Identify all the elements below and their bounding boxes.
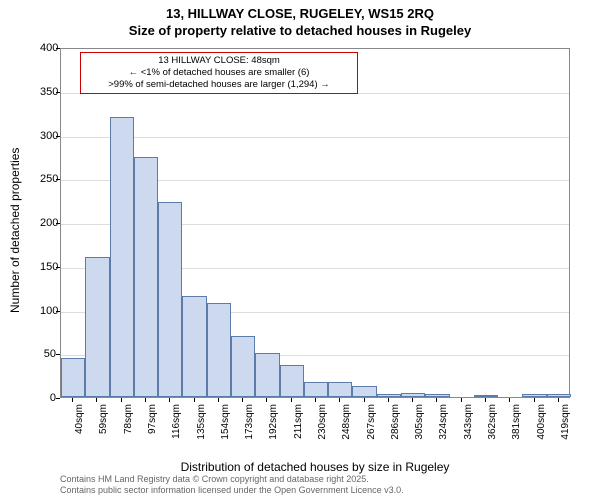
y-tick-mark xyxy=(56,311,60,312)
x-tick-label: 78sqm xyxy=(123,404,134,454)
x-tick-mark xyxy=(291,398,292,402)
annotation-box: 13 HILLWAY CLOSE: 48sqm ← <1% of detache… xyxy=(80,52,358,94)
y-tick-label: 350 xyxy=(40,86,56,98)
x-tick-mark xyxy=(534,398,535,402)
y-axis-label: Number of detached properties xyxy=(8,148,22,313)
x-tick-mark xyxy=(485,398,486,402)
x-tick-mark xyxy=(194,398,195,402)
x-tick-mark xyxy=(436,398,437,402)
x-tick-mark xyxy=(558,398,559,402)
bar xyxy=(547,394,571,397)
x-tick-mark xyxy=(412,398,413,402)
x-tick-label: 192sqm xyxy=(268,404,279,454)
annotation-line-1: 13 HILLWAY CLOSE: 48sqm xyxy=(85,55,353,67)
x-tick-mark xyxy=(145,398,146,402)
y-tick-label: 150 xyxy=(40,261,56,273)
bar xyxy=(377,394,401,397)
y-tick-mark xyxy=(56,398,60,399)
bar xyxy=(425,394,449,397)
x-tick-label: 59sqm xyxy=(98,404,109,454)
x-tick-mark xyxy=(388,398,389,402)
x-tick-label: 305sqm xyxy=(414,404,425,454)
footer-credits: Contains HM Land Registry data © Crown c… xyxy=(60,474,404,496)
y-tick-mark xyxy=(56,136,60,137)
y-tick-label: 100 xyxy=(40,305,56,317)
annotation-line-3: >99% of semi-detached houses are larger … xyxy=(85,79,353,91)
bar xyxy=(134,157,158,397)
x-tick-mark xyxy=(364,398,365,402)
bar xyxy=(401,393,425,397)
bar xyxy=(207,303,231,398)
x-tick-label: 230sqm xyxy=(317,404,328,454)
y-tick-mark xyxy=(56,179,60,180)
x-tick-mark xyxy=(218,398,219,402)
x-tick-label: 286sqm xyxy=(390,404,401,454)
x-tick-mark xyxy=(509,398,510,402)
x-tick-label: 135sqm xyxy=(196,404,207,454)
annotation-line-2: ← <1% of detached houses are smaller (6) xyxy=(85,67,353,79)
x-tick-mark xyxy=(315,398,316,402)
gridline xyxy=(61,137,569,138)
y-tick-label: 400 xyxy=(40,42,56,54)
x-axis-label: Distribution of detached houses by size … xyxy=(60,460,570,474)
y-tick-label: 200 xyxy=(40,217,56,229)
y-tick-label: 250 xyxy=(40,173,56,185)
bar xyxy=(522,394,546,397)
bar xyxy=(328,382,352,397)
title-line-2: Size of property relative to detached ho… xyxy=(0,23,600,40)
x-tick-mark xyxy=(169,398,170,402)
y-tick-label: 0 xyxy=(40,392,56,404)
x-tick-label: 173sqm xyxy=(244,404,255,454)
bar xyxy=(61,358,85,397)
bar xyxy=(304,382,328,397)
y-tick-mark xyxy=(56,48,60,49)
x-tick-label: 267sqm xyxy=(366,404,377,454)
x-tick-label: 40sqm xyxy=(74,404,85,454)
title-line-1: 13, HILLWAY CLOSE, RUGELEY, WS15 2RQ xyxy=(0,6,600,23)
x-tick-mark xyxy=(242,398,243,402)
plot-area xyxy=(60,48,570,398)
x-tick-mark xyxy=(461,398,462,402)
x-tick-label: 97sqm xyxy=(147,404,158,454)
y-tick-mark xyxy=(56,223,60,224)
x-tick-label: 116sqm xyxy=(171,404,182,454)
x-tick-label: 381sqm xyxy=(511,404,522,454)
x-tick-label: 400sqm xyxy=(536,404,547,454)
x-tick-label: 324sqm xyxy=(438,404,449,454)
x-tick-mark xyxy=(339,398,340,402)
y-tick-label: 300 xyxy=(40,130,56,142)
bar xyxy=(182,296,206,397)
x-tick-label: 248sqm xyxy=(341,404,352,454)
y-tick-mark xyxy=(56,267,60,268)
bar xyxy=(85,257,109,397)
x-tick-mark xyxy=(266,398,267,402)
chart-container: 13, HILLWAY CLOSE, RUGELEY, WS15 2RQ Siz… xyxy=(0,0,600,500)
y-tick-label: 50 xyxy=(40,348,56,360)
x-tick-mark xyxy=(121,398,122,402)
bar xyxy=(280,365,304,397)
x-tick-label: 154sqm xyxy=(220,404,231,454)
chart-title: 13, HILLWAY CLOSE, RUGELEY, WS15 2RQ Siz… xyxy=(0,0,600,40)
footer-line-2: Contains public sector information licen… xyxy=(60,485,404,496)
bar xyxy=(255,353,279,397)
bar xyxy=(110,117,134,397)
bar xyxy=(231,336,255,397)
x-tick-label: 362sqm xyxy=(487,404,498,454)
bar xyxy=(474,395,498,397)
bar xyxy=(158,202,182,397)
x-tick-label: 343sqm xyxy=(463,404,474,454)
y-tick-mark xyxy=(56,92,60,93)
x-tick-mark xyxy=(96,398,97,402)
y-tick-mark xyxy=(56,354,60,355)
x-tick-label: 211sqm xyxy=(293,404,304,454)
x-tick-label: 419sqm xyxy=(560,404,571,454)
bar xyxy=(352,386,376,397)
x-tick-mark xyxy=(72,398,73,402)
footer-line-1: Contains HM Land Registry data © Crown c… xyxy=(60,474,404,485)
